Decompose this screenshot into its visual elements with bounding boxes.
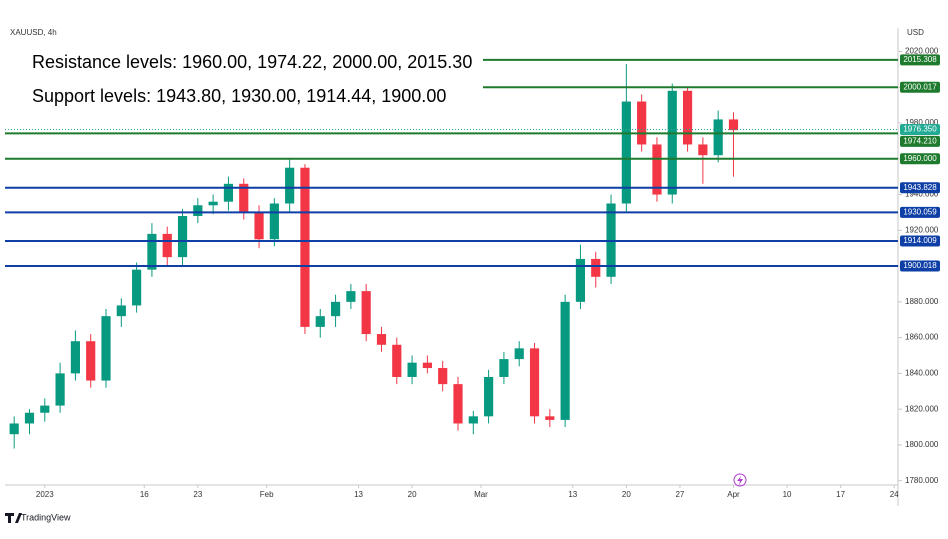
candle-body: [9, 423, 19, 435]
y-tick-label: 1980.000: [905, 118, 939, 127]
candle-body: [514, 348, 524, 360]
price-level-label: 1914.009: [903, 236, 937, 245]
candle-body: [637, 101, 647, 145]
candle-body: [438, 368, 448, 385]
candle-body: [162, 233, 172, 258]
x-tick-label: 13: [568, 490, 577, 499]
candle-body: [698, 144, 708, 156]
y-tick-label: 1820.000: [905, 404, 939, 413]
y-tick-label: 1780.000: [905, 476, 939, 485]
x-tick-label: 16: [140, 490, 149, 499]
x-tick-label: Feb: [260, 490, 274, 499]
candle-body: [484, 376, 494, 417]
price-level-tag: [900, 135, 940, 147]
brand-logo: [5, 513, 22, 523]
symbol: XAUUSD, 4h: [10, 28, 57, 37]
candle-body: [132, 269, 142, 306]
price-level-tag: [900, 235, 940, 247]
candle-body: [86, 341, 96, 381]
price-level-tag: [900, 81, 940, 93]
candle-body: [254, 212, 264, 240]
candle-body: [70, 341, 80, 374]
candle-body: [315, 316, 325, 327]
resistance-note: Resistance levels: 1960.00, 1974.22, 200…: [32, 52, 472, 72]
price-level-label: 1960.000: [903, 154, 937, 163]
price-level-label: 1943.828: [903, 183, 937, 192]
candle-body: [147, 233, 157, 270]
candle-body: [713, 119, 723, 156]
candle-body: [468, 416, 478, 424]
y-tick-label: 2020.000: [905, 47, 939, 56]
candle-body: [208, 201, 218, 206]
price-level-label: 1900.018: [903, 261, 937, 270]
candle-body: [55, 373, 65, 406]
x-tick-label: 2023: [36, 490, 54, 499]
candle-body: [392, 344, 402, 377]
x-tick-label: 20: [622, 490, 631, 499]
y-tick-label: 1840.000: [905, 369, 939, 378]
candle-body: [300, 167, 310, 327]
candle-body: [621, 101, 631, 204]
x-tick-label: Mar: [474, 490, 488, 499]
price-level-label: 1976.350: [903, 125, 937, 134]
candle-body: [40, 405, 50, 413]
candle-body: [728, 119, 739, 131]
candle-body: [116, 305, 126, 317]
y-tick-label: 1880.000: [905, 297, 939, 306]
brand-name: TradingView: [21, 512, 71, 522]
event-icon[interactable]: [733, 473, 747, 487]
x-tick-label: 24: [890, 490, 899, 499]
x-tick-label: 20: [408, 490, 417, 499]
price-level-label: 2000.017: [903, 82, 937, 91]
x-tick-label: Apr: [727, 490, 740, 499]
candle-body: [376, 334, 387, 345]
candle-body: [346, 291, 356, 302]
candle-body: [101, 316, 111, 381]
price-level-tag: [900, 260, 940, 272]
candle-body: [407, 362, 417, 377]
y-tick-label: 1920.000: [905, 225, 939, 234]
event-icon-bolt: [737, 476, 743, 485]
x-tick-label: 10: [783, 490, 792, 499]
x-tick-label: 13: [354, 490, 363, 499]
candle-body: [285, 167, 295, 204]
x-tick-label: 27: [675, 490, 684, 499]
candle-body: [652, 144, 662, 195]
candle-body: [361, 291, 371, 335]
y-tick-label: 1800.000: [905, 440, 939, 449]
candle-body: [682, 90, 693, 145]
price-level-tag: [900, 54, 940, 66]
price-level-tag: [900, 153, 940, 165]
support-note: Support levels: 1943.80, 1930.00, 1914.4…: [32, 86, 446, 106]
x-tick-label: 17: [836, 490, 845, 499]
candle-body: [591, 258, 601, 277]
candle-body: [499, 359, 509, 377]
x-tick-label: 23: [193, 490, 202, 499]
candle-body: [560, 301, 570, 420]
candle-body: [24, 412, 35, 424]
candle-body: [529, 348, 540, 417]
candle-body: [223, 183, 234, 202]
candle-body: [269, 203, 279, 240]
candle-body: [177, 216, 188, 258]
price-level-tag: [900, 206, 940, 218]
candle-body: [330, 301, 341, 317]
price-level-label: 2015.308: [903, 55, 937, 64]
candle-body: [193, 205, 203, 217]
candle-body: [239, 183, 249, 213]
candle-body: [667, 90, 677, 195]
y-tick-label: 1940.000: [905, 190, 939, 199]
candle-body: [575, 258, 586, 302]
candle-body: [545, 416, 555, 420]
price-level-tag: [900, 182, 940, 194]
price-level-label: 1930.059: [903, 207, 937, 216]
y-tick-label: 1860.000: [905, 333, 939, 342]
candle-body: [422, 362, 432, 369]
price-level-tag: [900, 124, 940, 136]
candle-body: [453, 384, 463, 424]
currency: USD: [907, 28, 924, 37]
price-level-label: 1974.210: [903, 136, 937, 145]
